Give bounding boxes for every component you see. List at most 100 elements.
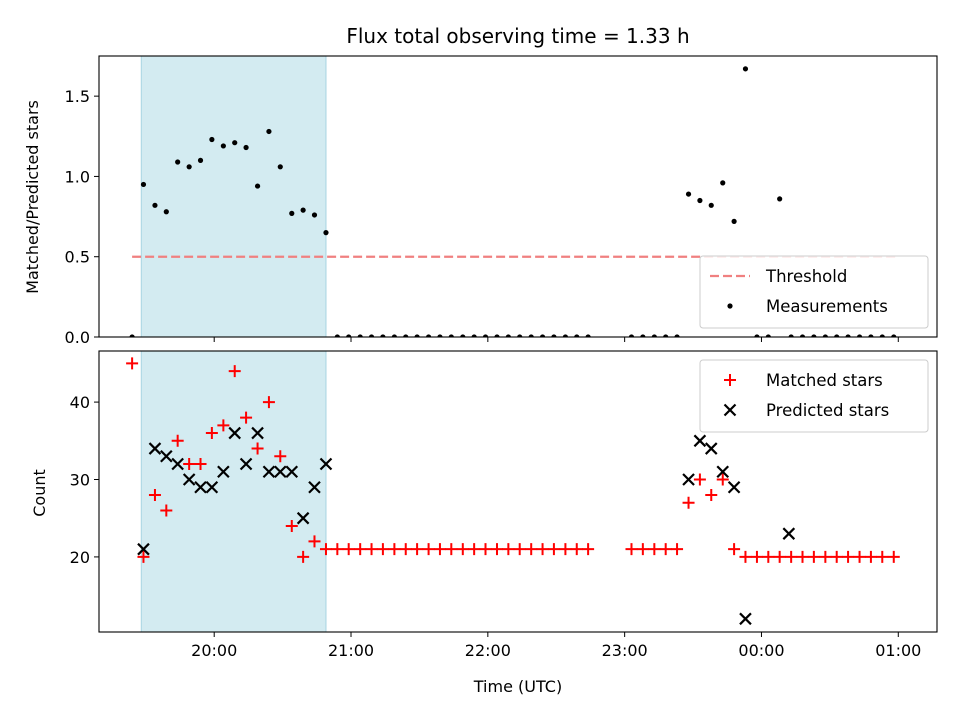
data-point bbox=[490, 543, 503, 556]
data-point bbox=[830, 550, 843, 563]
data-point bbox=[388, 543, 401, 556]
data-point bbox=[296, 511, 310, 525]
data-point bbox=[777, 196, 783, 202]
legend-box bbox=[699, 359, 929, 433]
data-point bbox=[285, 465, 299, 479]
data-point bbox=[773, 550, 786, 563]
data-point bbox=[251, 442, 264, 455]
data-point bbox=[171, 457, 184, 471]
data-point bbox=[628, 334, 635, 337]
y-tick-label: 1.0 bbox=[65, 167, 90, 186]
data-point bbox=[585, 334, 591, 337]
data-point bbox=[368, 334, 375, 337]
axes-frame bbox=[98, 350, 938, 633]
data-point bbox=[148, 488, 161, 501]
data-point bbox=[220, 143, 226, 149]
data-point bbox=[456, 543, 469, 556]
data-point bbox=[399, 543, 412, 556]
data-point bbox=[842, 550, 855, 563]
data-point bbox=[525, 543, 538, 556]
legend-marker-icon bbox=[724, 374, 736, 386]
data-point bbox=[517, 334, 523, 337]
observing-interval-shade bbox=[140, 350, 327, 633]
data-point bbox=[460, 334, 466, 337]
data-point bbox=[274, 465, 287, 479]
data-point bbox=[342, 543, 355, 556]
x-tick-label: 23:00 bbox=[602, 641, 648, 660]
data-point bbox=[788, 334, 794, 337]
data-point bbox=[551, 334, 557, 337]
data-point bbox=[160, 450, 173, 463]
data-point bbox=[445, 543, 458, 556]
data-point bbox=[705, 488, 718, 501]
data-point bbox=[262, 396, 275, 409]
data-point bbox=[137, 550, 150, 563]
data-point bbox=[319, 457, 333, 471]
data-point bbox=[674, 334, 680, 337]
data-point bbox=[659, 543, 672, 556]
data-point bbox=[765, 334, 771, 337]
data-point bbox=[129, 334, 135, 337]
data-point bbox=[539, 334, 546, 337]
data-point bbox=[300, 207, 306, 213]
data-point bbox=[254, 183, 261, 189]
data-point bbox=[308, 480, 321, 494]
data-point bbox=[425, 334, 432, 337]
data-point bbox=[682, 496, 695, 509]
data-point bbox=[536, 543, 549, 556]
data-point bbox=[505, 334, 511, 337]
data-point bbox=[262, 465, 276, 479]
series-dot-0 bbox=[129, 66, 897, 337]
y-tick-label: 20 bbox=[70, 548, 90, 567]
data-point bbox=[853, 550, 866, 563]
data-point bbox=[625, 543, 638, 556]
data-point bbox=[297, 550, 310, 563]
data-point bbox=[636, 543, 649, 556]
data-point bbox=[819, 550, 832, 563]
data-point bbox=[716, 473, 729, 486]
data-point bbox=[739, 550, 752, 563]
data-point bbox=[693, 434, 707, 448]
data-point bbox=[239, 457, 253, 471]
data-point bbox=[708, 202, 714, 208]
data-point bbox=[570, 543, 583, 556]
data-point bbox=[437, 334, 443, 337]
data-point bbox=[750, 550, 763, 563]
y-tick-label: 1.5 bbox=[65, 87, 90, 106]
observing-interval-shade bbox=[140, 55, 327, 338]
data-point bbox=[528, 334, 534, 337]
x-tick-label: 21:00 bbox=[328, 641, 374, 660]
y-tick-label: 40 bbox=[70, 393, 90, 412]
data-point bbox=[126, 357, 139, 370]
legend-marker-icon bbox=[727, 303, 733, 309]
data-point bbox=[887, 550, 900, 563]
data-point bbox=[468, 543, 481, 556]
data-point bbox=[205, 427, 218, 440]
y-tick-label: 30 bbox=[70, 471, 90, 490]
data-point bbox=[217, 465, 230, 479]
data-point bbox=[308, 535, 321, 548]
data-point bbox=[240, 411, 253, 424]
data-point bbox=[182, 473, 196, 486]
data-point bbox=[152, 202, 158, 208]
data-point bbox=[716, 465, 730, 479]
data-point bbox=[376, 543, 389, 556]
data-point bbox=[197, 157, 204, 163]
data-point bbox=[277, 164, 283, 170]
x-tick-label: 01:00 bbox=[875, 641, 921, 660]
data-point bbox=[727, 480, 741, 494]
data-point bbox=[648, 543, 661, 556]
bottom-panel: 20 30 40 20:00 21:00 22:00 23:00 00:00 01:00 Matc… bbox=[70, 350, 938, 660]
data-point bbox=[323, 230, 329, 236]
data-point bbox=[811, 334, 817, 337]
data-point bbox=[183, 458, 196, 471]
data-point bbox=[876, 550, 889, 563]
data-point bbox=[391, 334, 397, 337]
legend-marker-icon bbox=[723, 403, 737, 417]
top-panel: 0.0 0.5 1.0 1.5 Threshold Measurements bbox=[65, 55, 938, 347]
data-point bbox=[251, 426, 264, 440]
legend-label: Matched stars bbox=[766, 371, 883, 390]
data-point bbox=[163, 209, 169, 215]
data-point bbox=[697, 197, 703, 204]
